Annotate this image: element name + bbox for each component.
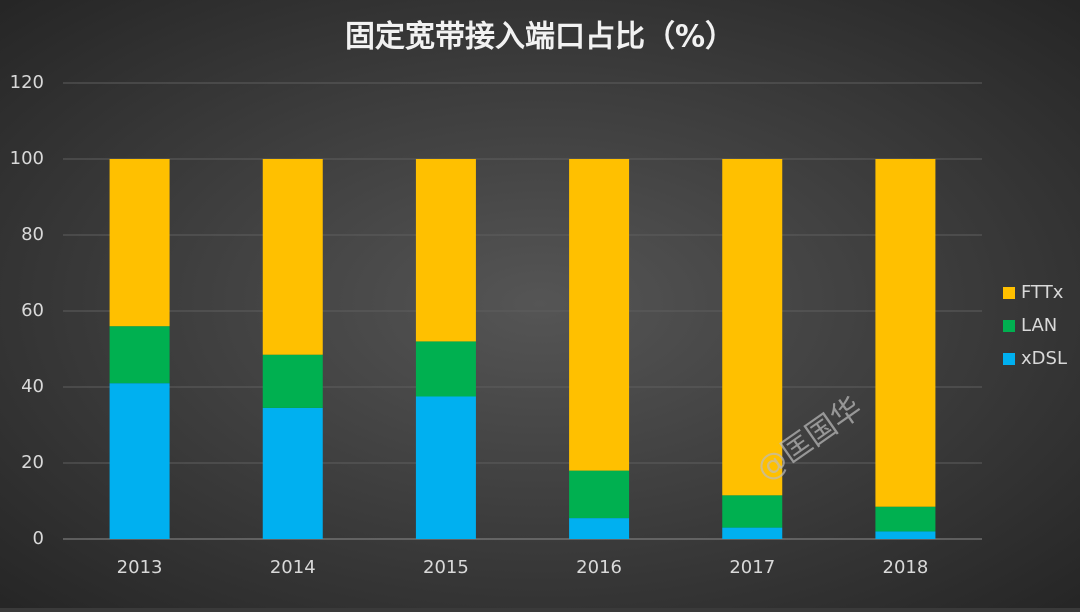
bar-segment: [722, 159, 783, 496]
chart-title: 固定宽带接入端口占比（%）: [345, 20, 735, 55]
x-tick-label: 2014: [270, 557, 316, 578]
bar-segment: [262, 159, 323, 355]
bar-segment: [262, 354, 323, 408]
y-tick-label: 60: [21, 300, 44, 321]
bar-segment: [569, 518, 630, 539]
bar-segment: [109, 159, 170, 327]
bar-segment: [415, 341, 476, 397]
legend-label: FTTx: [1021, 282, 1064, 303]
bar-segment: [875, 506, 936, 532]
y-tick-label: 0: [33, 528, 44, 549]
bar-segment: [722, 495, 783, 528]
bar-segment: [569, 159, 630, 471]
bar-segment: [109, 326, 170, 384]
y-tick-label: 20: [21, 452, 44, 473]
x-tick-label: 2018: [883, 557, 929, 578]
bar-segment: [875, 531, 936, 539]
bar-segment: [722, 527, 783, 539]
x-tick-label: 2016: [576, 557, 622, 578]
legend-label: LAN: [1021, 315, 1057, 336]
bar-segment: [569, 470, 630, 519]
bar-segment: [262, 407, 323, 539]
y-tick-label: 40: [21, 376, 44, 397]
bar-segment: [109, 383, 170, 539]
legend-swatch: [1003, 353, 1015, 365]
x-tick-label: 2015: [423, 557, 469, 578]
x-tick-label: 2013: [117, 557, 163, 578]
legend-swatch: [1003, 320, 1015, 332]
y-tick-label: 80: [21, 224, 44, 245]
bar-segment: [415, 159, 476, 342]
y-tick-label: 120: [10, 72, 44, 93]
bar-segment: [415, 396, 476, 539]
legend-label: xDSL: [1021, 348, 1067, 369]
legend-swatch: [1003, 287, 1015, 299]
bar-segment: [875, 159, 936, 507]
x-tick-label: 2017: [729, 557, 775, 578]
y-tick-label: 100: [10, 148, 44, 169]
